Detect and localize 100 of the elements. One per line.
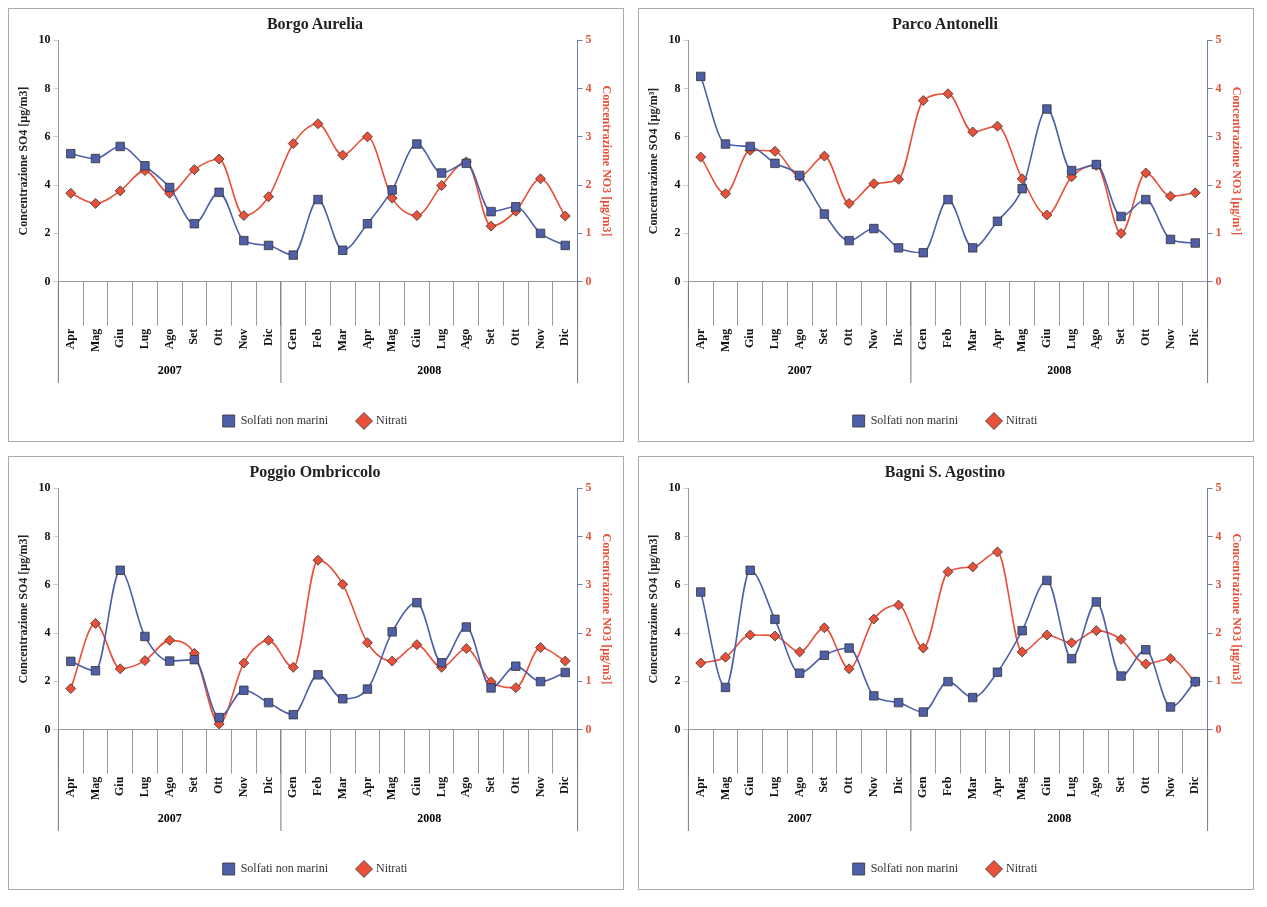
point [140, 161, 150, 171]
point [165, 656, 175, 666]
x-tick-label: Lug [137, 776, 152, 798]
point [744, 629, 756, 641]
point [239, 235, 249, 246]
x-tick-label: Ago [458, 328, 473, 350]
x-tick-label: Apr [989, 328, 1004, 350]
x-tick-label: Lug [433, 328, 448, 350]
legend-label: Solfati non marini [870, 861, 959, 876]
point [943, 676, 953, 687]
point [992, 667, 1003, 677]
x-tick-label: Gen [915, 328, 930, 351]
point [1116, 671, 1126, 681]
x-tick-label: Ott [211, 328, 226, 346]
point [114, 185, 126, 197]
point [313, 670, 323, 680]
x-tick-label: Nov [1162, 328, 1177, 350]
point [968, 243, 978, 253]
x-tick-label: Giu [112, 328, 127, 349]
point [90, 198, 101, 209]
point [90, 153, 101, 164]
point [696, 587, 706, 597]
point [819, 209, 830, 219]
x-tick-label: Apr [62, 328, 77, 350]
y-axis-title: Concentrazione SO4 [µg/m³] [646, 87, 661, 235]
point [1165, 653, 1176, 665]
y2-axis-title: Concentrazione NO3 [µg/m3] [599, 85, 614, 237]
point [696, 71, 706, 82]
point [263, 240, 274, 251]
y2-tick-label: 0 [585, 273, 592, 288]
y2-tick-label: 0 [1215, 273, 1222, 288]
point [1041, 629, 1053, 641]
y-tick-label: 10 [668, 480, 681, 495]
x-tick-label: Ago [791, 776, 806, 798]
y-tick-label: 8 [674, 80, 681, 95]
x-tick-label: Mag [717, 328, 732, 352]
y2-tick-label: 3 [585, 128, 592, 143]
point [745, 565, 755, 575]
point [411, 639, 423, 651]
point [844, 643, 854, 653]
point [90, 618, 101, 629]
point [745, 141, 755, 152]
point [560, 667, 570, 678]
x-tick-label: Mag [1014, 776, 1029, 800]
legend-label: Nitrati [376, 413, 408, 428]
x-tick-label: Dic [890, 328, 905, 346]
x-tick-label: Set [186, 776, 201, 793]
point [1189, 187, 1201, 199]
x-tick-label: Nov [235, 776, 250, 798]
point [1042, 104, 1052, 114]
x-tick-label: Dic [260, 776, 275, 794]
point [1165, 234, 1176, 245]
point [843, 663, 855, 675]
x-tick-label: Feb [940, 328, 955, 349]
point [362, 637, 373, 649]
y2-tick-label: 1 [1215, 673, 1222, 688]
y-axis-title: Concentrazione SO4 [µg/m3] [646, 534, 661, 684]
point [288, 250, 298, 260]
point [893, 173, 904, 185]
legend-label: Nitrati [376, 861, 408, 876]
x-tick-label: Giu [1038, 328, 1053, 349]
y2-tick-label: 4 [585, 80, 592, 95]
y-tick-label: 4 [674, 625, 681, 640]
point [869, 223, 879, 234]
point [942, 566, 954, 578]
y2-tick-label: 2 [1215, 177, 1222, 192]
y-tick-label: 0 [44, 721, 51, 736]
y-tick-label: 8 [674, 528, 681, 543]
x-tick-label: Set [483, 328, 498, 345]
y-tick-label: 4 [674, 177, 681, 192]
point [263, 191, 274, 203]
chart-title: Bagni S. Agostino [884, 462, 1006, 481]
x-tick-label: Mar [334, 776, 349, 800]
point [918, 248, 928, 258]
y2-tick-label: 4 [585, 528, 592, 543]
point [214, 712, 224, 723]
y2-tick-label: 2 [1215, 625, 1222, 640]
x-tick-label: Feb [940, 776, 955, 797]
point [770, 158, 780, 168]
point [66, 149, 76, 159]
point [263, 697, 274, 708]
y2-tick-label: 3 [585, 576, 592, 591]
y2-axis-title: Concentrazione NO3 [µg/m3] [599, 533, 614, 685]
point [992, 120, 1003, 132]
y-axis-title: Concentrazione SO4 [µg/m3] [16, 86, 31, 236]
point [139, 655, 151, 667]
point [695, 657, 707, 669]
x-tick-label: Set [483, 776, 498, 793]
point [720, 682, 731, 693]
y-tick-label: 2 [44, 225, 51, 240]
y-tick-label: 0 [674, 721, 681, 736]
point [559, 210, 571, 222]
point [535, 228, 546, 239]
y-tick-label: 10 [668, 32, 681, 47]
x-tick-label: Lug [1063, 328, 1078, 350]
point [967, 561, 979, 573]
point [189, 219, 200, 229]
x-tick-label: Nov [865, 776, 880, 798]
point [1017, 184, 1027, 194]
point [214, 187, 224, 197]
